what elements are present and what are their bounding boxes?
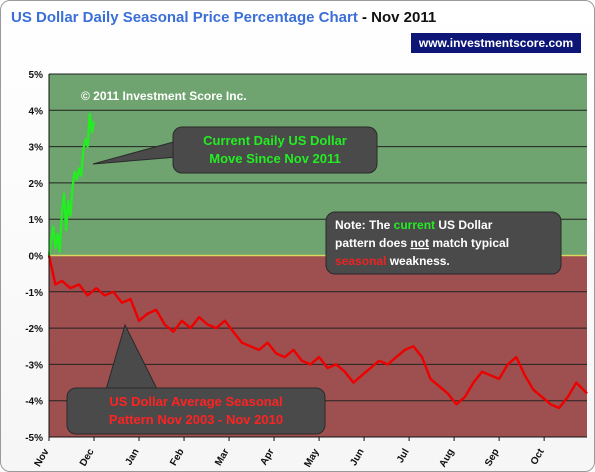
seasonal-callout-line: US Dollar Average Seasonal xyxy=(109,394,282,409)
y-tick-label: 2% xyxy=(29,179,44,190)
note-callout-segment: current xyxy=(394,218,435,232)
note-callout-segment: pattern does xyxy=(335,236,410,250)
y-tick-label: -3% xyxy=(25,360,43,371)
note-callout-segment: weakness. xyxy=(386,254,449,268)
note-callout-line: pattern does not match typical xyxy=(335,236,509,250)
y-tick-label: 4% xyxy=(29,106,44,117)
seasonal-callout-line: Pattern Nov 2003 - Nov 2010 xyxy=(109,412,283,427)
chart-title-date: Nov 2011 xyxy=(371,9,437,26)
note-callout-segment: match typical xyxy=(429,236,509,250)
note-callout-line: seasonal weakness. xyxy=(335,254,450,268)
chart-title-separator: - xyxy=(357,9,372,26)
note-callout-segment: seasonal xyxy=(335,254,386,268)
x-tick-label: Aug xyxy=(437,447,456,469)
chart-title-main: US Dollar Daily Seasonal Price Percentag… xyxy=(11,9,358,26)
website-badge[interactable]: www.investmentscore.com xyxy=(411,33,581,53)
note-callout-segment: US Dollar xyxy=(435,218,493,232)
copyright-text: © 2011 Investment Score Inc. xyxy=(81,89,247,103)
y-tick-label: -4% xyxy=(25,397,43,408)
y-tick-label: -5% xyxy=(25,433,43,444)
current-callout: Current Daily US Dollar Move Since Nov 20… xyxy=(92,126,378,174)
note-callout-segment: not xyxy=(410,236,429,250)
y-tick-label: 0% xyxy=(29,252,44,263)
x-tick-label: Jan xyxy=(123,447,141,467)
x-tick-label: Dec xyxy=(78,447,97,469)
y-tick-label: 3% xyxy=(29,143,44,154)
note-callout-line: Note: The current US Dollar xyxy=(335,218,493,232)
x-tick-label: Feb xyxy=(168,447,186,468)
current-callout-box xyxy=(172,126,378,174)
x-tick-label: Apr xyxy=(259,447,277,468)
seasonal-callout: US Dollar Average Seasonal Pattern Nov 20… xyxy=(66,323,326,435)
x-tick-label: Jul xyxy=(395,447,412,465)
note-callout-segment: Note: The xyxy=(335,218,394,232)
current-move-line xyxy=(47,112,96,256)
note-callout-box xyxy=(325,211,562,275)
seasonal-pattern-line xyxy=(47,255,588,410)
y-tick-label: -1% xyxy=(25,288,43,299)
chart-title: US Dollar Daily Seasonal Price Percentag… xyxy=(11,9,436,26)
x-tick-label: Nov xyxy=(33,447,52,469)
y-tick-label: 5% xyxy=(29,70,44,81)
x-tick-label: Mar xyxy=(213,447,231,468)
x-tick-label: Sep xyxy=(483,447,502,468)
x-tick-label: Oct xyxy=(529,446,547,467)
y-tick-label: -2% xyxy=(25,324,43,335)
y-tick-label: 1% xyxy=(29,215,44,226)
current-callout-line: Current Daily US Dollar xyxy=(203,133,347,148)
seasonal-callout-box xyxy=(66,387,326,435)
current-callout-line: Move Since Nov 2011 xyxy=(209,151,341,166)
x-tick-label: Jun xyxy=(348,447,366,468)
note-callout: Note: The current US Dollar pattern does … xyxy=(325,211,562,275)
x-tick-label: May xyxy=(302,447,321,470)
